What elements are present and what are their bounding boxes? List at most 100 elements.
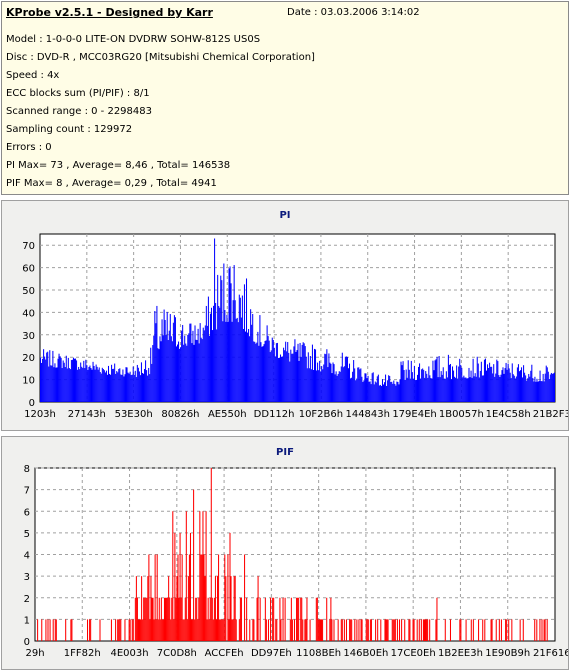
- bar: [187, 334, 189, 402]
- bar: [209, 313, 211, 402]
- bar: [160, 341, 162, 402]
- bar: [513, 375, 515, 402]
- bar: [182, 324, 184, 402]
- bar: [386, 619, 388, 642]
- bar: [288, 352, 290, 402]
- bar: [160, 597, 162, 641]
- bar: [180, 597, 182, 641]
- bar: [442, 367, 444, 402]
- bar: [321, 366, 323, 402]
- bar: [137, 367, 139, 402]
- bar: [72, 357, 74, 402]
- bar: [264, 597, 266, 641]
- bar: [230, 576, 232, 642]
- bar: [419, 363, 421, 402]
- bar: [305, 356, 307, 402]
- bar: [138, 371, 140, 402]
- bar: [503, 373, 505, 402]
- bar: [397, 381, 399, 402]
- bar: [207, 296, 209, 402]
- bar: [272, 339, 274, 402]
- bar: [505, 619, 507, 642]
- bar: [285, 341, 287, 402]
- bar: [551, 373, 553, 402]
- bar: [140, 619, 142, 642]
- bar: [351, 377, 353, 402]
- bar: [109, 373, 111, 402]
- bar: [241, 295, 243, 402]
- bar: [243, 284, 245, 402]
- bar: [351, 619, 353, 642]
- bar: [327, 367, 329, 402]
- bar: [175, 346, 177, 402]
- bar: [167, 597, 169, 641]
- bar: [337, 373, 339, 402]
- bar: [470, 619, 472, 642]
- bar: [322, 619, 324, 642]
- bar: [393, 619, 395, 642]
- bar: [366, 619, 368, 642]
- bar: [372, 372, 374, 402]
- bar: [436, 597, 438, 641]
- bar: [376, 376, 378, 402]
- bar: [330, 597, 332, 641]
- bar: [375, 382, 377, 402]
- bar: [71, 619, 73, 642]
- bar: [92, 361, 94, 402]
- bar: [221, 280, 223, 402]
- x-tick-label: 1108BEh: [296, 648, 341, 659]
- bar: [295, 351, 297, 402]
- bar: [518, 371, 520, 402]
- bar: [429, 375, 431, 402]
- bar: [163, 309, 165, 402]
- x-tick-label: 1B2EE3h: [438, 648, 483, 659]
- bar: [345, 619, 347, 642]
- bar: [385, 619, 387, 642]
- bar: [141, 576, 143, 642]
- bar: [237, 322, 239, 402]
- bar: [144, 597, 146, 641]
- bar: [46, 352, 48, 402]
- bar: [360, 619, 362, 642]
- info-pif-summary: PIF Max= 8 , Average= 0,29 , Total= 4941: [6, 178, 217, 189]
- bar: [459, 358, 461, 402]
- bar: [408, 619, 410, 642]
- bar: [318, 619, 320, 642]
- bar: [169, 597, 171, 641]
- bar: [248, 328, 250, 402]
- bar: [311, 344, 313, 402]
- x-tick-label: DD97Eh: [251, 648, 292, 659]
- bar: [505, 362, 507, 402]
- bar: [265, 619, 267, 642]
- bar: [504, 368, 506, 402]
- bar: [444, 619, 446, 642]
- bar: [350, 619, 352, 642]
- bar: [214, 238, 216, 402]
- bar: [356, 619, 358, 642]
- bar: [378, 385, 380, 402]
- bar: [365, 373, 367, 402]
- bar: [540, 381, 542, 402]
- bar: [206, 325, 208, 402]
- info-ecc-blocks: ECC blocks sum (PI/PIF) : 8/1: [6, 88, 150, 99]
- bar: [449, 619, 451, 642]
- bar: [99, 619, 101, 642]
- bar: [318, 370, 320, 402]
- bar: [79, 369, 81, 402]
- bar: [322, 369, 324, 402]
- bar: [145, 597, 147, 641]
- x-tick-label: ACCFEh: [205, 648, 244, 659]
- bar: [117, 372, 119, 402]
- bar: [154, 310, 156, 402]
- bar: [401, 365, 403, 402]
- bar: [302, 342, 304, 402]
- bar: [427, 619, 429, 642]
- x-tick-label: 29h: [25, 648, 44, 659]
- bar: [159, 336, 161, 402]
- bar: [282, 356, 284, 402]
- bar: [90, 368, 92, 402]
- bar: [333, 364, 335, 402]
- bar: [43, 349, 45, 402]
- bar: [268, 340, 270, 402]
- bar: [474, 373, 476, 402]
